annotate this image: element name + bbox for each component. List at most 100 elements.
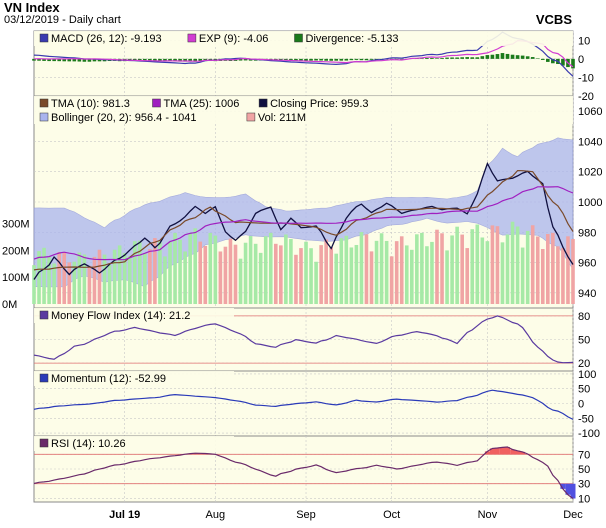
- volume-bar: [294, 254, 298, 304]
- volume-bar: [566, 236, 570, 304]
- volume-bar: [122, 253, 127, 304]
- rsi-legend-label: RSI (14): 10.26: [51, 438, 126, 450]
- macd-divergence-bar: [248, 58, 253, 61]
- volume-bar: [425, 246, 429, 304]
- volume-bar: [52, 263, 56, 304]
- volume-bar: [571, 239, 575, 304]
- volume-bar: [77, 252, 82, 304]
- macd-divergence-bar: [294, 58, 298, 61]
- volume-bar: [253, 243, 258, 304]
- macd-divergence-bar: [535, 58, 540, 59]
- volume-bar: [475, 224, 480, 304]
- macd-divergence-bar: [62, 58, 67, 62]
- macd-divergence-bar: [530, 57, 535, 59]
- volume-bar: [354, 244, 359, 304]
- volume-bar: [349, 247, 354, 304]
- macd-ytick-label: 0: [578, 54, 584, 66]
- macd-divergence-bar: [163, 58, 167, 62]
- macd-divergence-bar: [32, 58, 36, 61]
- volume-bar: [37, 251, 41, 304]
- macd-divergence-bar: [480, 56, 485, 59]
- macd-divergence-bar: [455, 57, 459, 59]
- volume-bar: [32, 265, 36, 304]
- rsi-legend-bg: [34, 436, 234, 451]
- price-legend-swatch: [258, 98, 268, 108]
- macd-divergence-bar: [349, 58, 354, 61]
- volume-bar: [389, 256, 394, 304]
- macd-divergence-bar: [193, 58, 197, 62]
- x-axis-label: Dec: [563, 509, 583, 521]
- macd-divergence-bar: [168, 58, 172, 62]
- volume-bar: [445, 250, 449, 304]
- volume-bar: [551, 232, 555, 304]
- macd-divergence-bar: [309, 58, 313, 61]
- volume-bar: [465, 248, 470, 304]
- volume-bar: [97, 249, 102, 304]
- macd-divergence-bar: [344, 58, 349, 61]
- macd-divergence-bar: [510, 54, 515, 59]
- price-ytick-label: 1000: [578, 197, 602, 209]
- ticker-label: VCBS: [535, 12, 572, 27]
- price-legend-swatch: [152, 98, 161, 108]
- volume-bar: [218, 251, 223, 304]
- macd-ytick-label: 10: [578, 35, 590, 47]
- volume-bar: [57, 252, 61, 304]
- macd-divergence-bar: [158, 58, 162, 62]
- macd-divergence-bar: [364, 58, 369, 61]
- volume-bar: [530, 225, 535, 304]
- volume-bar: [314, 261, 318, 304]
- volume-bar: [62, 251, 67, 304]
- volume-bar: [243, 242, 248, 304]
- volume-bar: [284, 234, 288, 304]
- macd-divergence-bar: [284, 58, 288, 61]
- macd-divergence-bar: [440, 58, 444, 59]
- macd-divergence-bar: [153, 58, 157, 62]
- macd-legend-label: EXP (9): -4.06: [199, 33, 269, 45]
- macd-divergence-bar: [329, 58, 334, 61]
- macd-divergence-bar: [525, 56, 530, 59]
- macd-divergence-bar: [47, 58, 51, 62]
- x-axis-label: Aug: [206, 509, 226, 521]
- volume-bar: [309, 248, 313, 304]
- volume-bar: [107, 264, 112, 304]
- volume-bar: [289, 239, 293, 304]
- macd-divergence-bar: [334, 58, 339, 61]
- macd-exp-line: [33, 39, 574, 68]
- volume-bar: [92, 256, 97, 304]
- volume-bar: [490, 225, 495, 304]
- volume-bar: [430, 241, 434, 304]
- macd-ytick-label: -20: [578, 91, 594, 103]
- volume-bar: [158, 241, 162, 304]
- volume-bar: [480, 237, 485, 304]
- price-close-line: [33, 161, 574, 280]
- macd-divergence-bar: [37, 58, 41, 61]
- volume-bar: [168, 241, 172, 304]
- macd-divergence-bar: [500, 53, 505, 59]
- rsi-ytick-label: 50: [578, 464, 590, 476]
- mfi-legend-swatch: [39, 310, 49, 320]
- volume-bar: [535, 236, 540, 304]
- macd-divergence-bar: [520, 55, 525, 59]
- volume-bar: [72, 261, 77, 304]
- price-legend-swatch: [39, 112, 49, 122]
- price-tma10-line: [33, 169, 574, 271]
- macd-divergence-bar: [299, 58, 303, 61]
- macd-divergence-bar: [445, 57, 449, 59]
- volume-bar: [455, 226, 459, 304]
- volume-ytick-label: 200M: [2, 245, 30, 257]
- volume-bar: [520, 247, 525, 304]
- price-legend-bg: [34, 96, 573, 124]
- volume-bar: [67, 262, 72, 304]
- macd-divergence-bar: [137, 58, 142, 61]
- macd-divergence-bar: [314, 58, 318, 61]
- macd-divergence-bar: [178, 58, 182, 62]
- price-ytick-label: 1040: [578, 136, 602, 148]
- volume-bar: [415, 234, 419, 304]
- volume-bar: [379, 233, 384, 304]
- macd-legend-label: MACD (26, 12): -9.193: [51, 33, 162, 45]
- macd-divergence-bar: [324, 58, 328, 61]
- volume-bar: [324, 239, 328, 304]
- macd-divergence-bar: [571, 58, 575, 69]
- volume-bar: [556, 246, 560, 304]
- volume-bar: [258, 252, 263, 304]
